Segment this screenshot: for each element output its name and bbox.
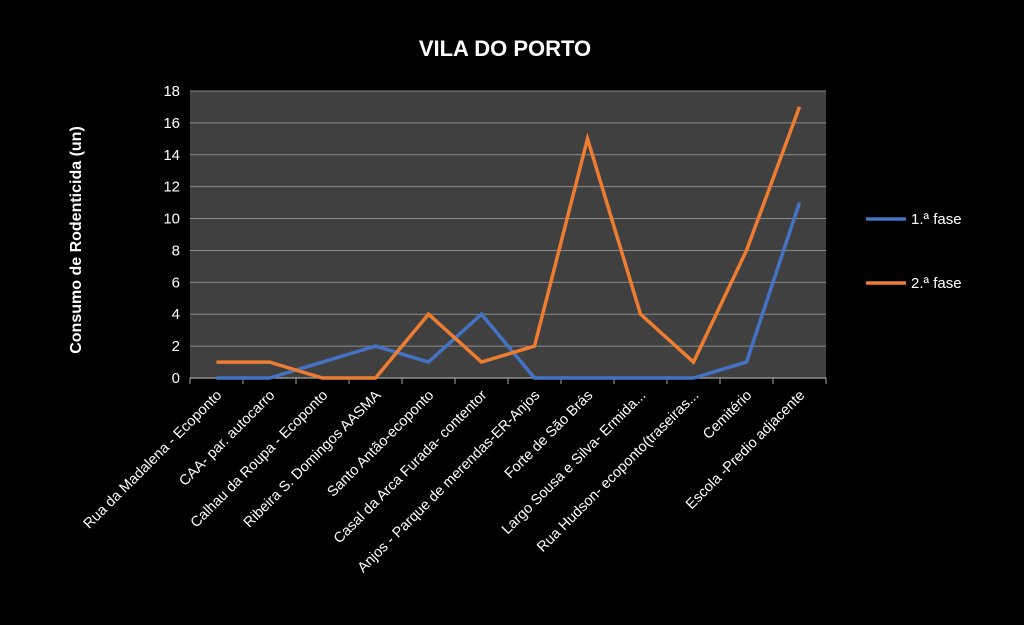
y-tick-label: 4 bbox=[172, 306, 180, 323]
y-tick-label: 16 bbox=[163, 115, 180, 132]
y-tick-label: 14 bbox=[163, 147, 180, 164]
x-category-label: Santo Antão-ecoponto bbox=[325, 388, 438, 501]
series-lines bbox=[216, 106, 802, 380]
y-tick-label: 8 bbox=[172, 242, 180, 259]
y-tick-label: 12 bbox=[163, 179, 180, 196]
gridlines bbox=[189, 90, 827, 384]
plot-area bbox=[190, 91, 826, 378]
y-tick-label: 10 bbox=[163, 211, 180, 228]
chart-title: VILA DO PORTO bbox=[419, 36, 591, 61]
x-category-label: CAA- par. autocarro bbox=[176, 388, 278, 490]
legend-label-2: 2.ª fase bbox=[911, 275, 962, 292]
legend: 1.ª fase 2.ª fase bbox=[866, 211, 962, 292]
x-category-label: Cemitério bbox=[700, 388, 755, 443]
y-tick-label: 0 bbox=[172, 370, 180, 387]
series-line-1 bbox=[216, 202, 802, 380]
y-axis-label: Consumo de Rodenticida (un) bbox=[68, 126, 85, 354]
y-tick-label: 18 bbox=[163, 83, 180, 100]
series-line-2 bbox=[216, 106, 802, 380]
x-category-label: Anjos - Parque de merendas-ER-Anjos bbox=[355, 388, 544, 577]
y-tick-label: 2 bbox=[172, 338, 180, 355]
y-tick-label: 6 bbox=[172, 274, 180, 291]
y-axis-ticks: 0 2 4 6 8 10 12 14 16 18 bbox=[163, 83, 180, 387]
legend-label-1: 1.ª fase bbox=[911, 211, 962, 228]
x-category-label: Forte de São Brás bbox=[502, 388, 597, 483]
